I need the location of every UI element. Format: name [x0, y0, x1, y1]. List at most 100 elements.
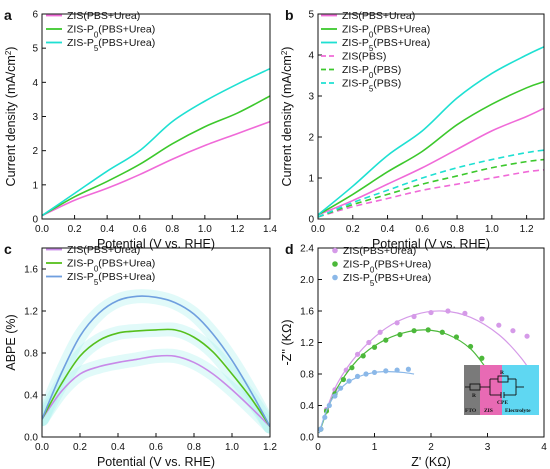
- legend-label: ZIS-P0(PBS+Urea): [343, 259, 431, 275]
- legend-label: ZIS-P5(PBS): [342, 78, 401, 94]
- data-point: [354, 351, 361, 357]
- legend-marker: [332, 274, 338, 281]
- data-point: [397, 332, 403, 338]
- x-tick-label: 0.2: [346, 224, 360, 235]
- plot-frame: [317, 13, 545, 220]
- legend-marker: [332, 247, 338, 254]
- data-point: [496, 322, 502, 328]
- data-point: [524, 333, 530, 339]
- data-point: [462, 310, 468, 316]
- x-tick-label: 0.8: [187, 442, 201, 453]
- x-tick-label: 0: [315, 442, 321, 453]
- series-line-5: [318, 158, 544, 218]
- y-tick-label: 0.4: [300, 401, 314, 412]
- data-point: [371, 344, 378, 350]
- data-point: [322, 414, 328, 420]
- data-point: [383, 337, 389, 343]
- y-tick-label: 2: [308, 133, 314, 144]
- legend-label: ZIS-P5(PBS+Urea): [67, 271, 155, 287]
- data-point: [383, 368, 389, 374]
- y-tick-label: 2.0: [300, 275, 314, 286]
- y-tick-label: 6: [32, 10, 38, 21]
- panel-label-c: c: [4, 241, 12, 257]
- series-line-3: [318, 46, 544, 216]
- x-tick-label: 0.6: [133, 224, 147, 235]
- circuit-inset: R R CPE FTO ZIS Electrolyte: [464, 365, 539, 415]
- series-line-3: [42, 295, 270, 427]
- x-tick-label: 0.8: [165, 224, 179, 235]
- legend-label: ZIS(PBS): [342, 51, 386, 63]
- x-tick-label: 3: [485, 442, 491, 453]
- x-axis-label: Potential (V vs. RHE): [97, 455, 215, 469]
- legend-b: ZIS(PBS+Urea) ZIS-P0(PBS+Urea)ZIS-P5(PBS+…: [321, 10, 430, 93]
- x-tick-label: 1: [372, 442, 378, 453]
- y-tick-label: 1.2: [300, 338, 314, 349]
- legend-d: ZIS(PBS+Urea) ZIS-P0(PBS+Urea)ZIS-P5(PBS+…: [332, 245, 431, 288]
- series-line-1: [318, 107, 544, 216]
- y-tick-label: 0: [32, 215, 38, 226]
- x-tick-label: 1.0: [485, 224, 499, 235]
- x-tick-label: 0.8: [450, 224, 464, 235]
- y-tick-label: 1: [32, 180, 38, 191]
- series-line-1: [42, 354, 270, 428]
- data-point: [349, 365, 355, 371]
- label-rct: R: [500, 370, 505, 376]
- series-line-6: [318, 149, 544, 218]
- x-tick-label: 1.2: [520, 224, 534, 235]
- legend-label: ZIS(PBS+Urea): [342, 10, 415, 22]
- panel-d: d 0 1 2 3 4 0.0 0.4 0.8 1.2 1.6 2.0 2.4 Z' (KΩ) -Z'' (…: [280, 241, 547, 469]
- legend-label: ZIS-P5(PBS+Urea): [343, 272, 431, 288]
- legend-label: ZIS(PBS+Urea): [343, 245, 416, 257]
- y-axis-label: ABPE (%): [4, 314, 18, 370]
- data-point: [467, 343, 474, 350]
- legend-label: ZIS(PBS+Urea): [67, 244, 140, 256]
- data-point: [332, 393, 338, 399]
- data-point: [360, 353, 366, 359]
- data-point: [405, 366, 411, 372]
- x-tick-label: 4: [541, 442, 547, 453]
- x-tick-label: 0.2: [68, 224, 82, 235]
- legend-label: ZIS(PBS+Urea): [67, 10, 140, 22]
- data-point: [346, 378, 352, 384]
- plot-area-c: [42, 289, 270, 434]
- y-tick-label: 0.4: [24, 391, 38, 402]
- y-tick-label: 1.6: [300, 307, 314, 318]
- x-axis-label: Z' (KΩ): [411, 455, 451, 469]
- y-tick-label: 2.4: [300, 244, 314, 255]
- y-tick-label: 0.0: [300, 433, 314, 444]
- data-point: [428, 309, 434, 316]
- x-tick-label: 0.0: [35, 442, 49, 453]
- label-rs: R: [472, 393, 477, 399]
- y-tick-label: 3: [308, 92, 314, 103]
- x-tick-label: 0.0: [35, 224, 49, 235]
- y-tick-label: 4: [32, 78, 38, 89]
- data-point: [453, 334, 460, 340]
- y-tick-label: 5: [308, 10, 314, 21]
- plot-area-a: [42, 67, 270, 217]
- data-point: [510, 328, 516, 334]
- data-point: [318, 426, 324, 432]
- data-point: [340, 376, 347, 383]
- legend-label: ZIS-P0(PBS): [342, 64, 401, 80]
- legend-label: ZIS-P0(PBS+Urea): [342, 24, 430, 40]
- data-point: [479, 316, 485, 322]
- y-tick-label: 5: [32, 44, 38, 55]
- legend-label: ZIS-P0(PBS+Urea): [67, 258, 155, 274]
- x-tick-label: 0.4: [381, 224, 395, 235]
- x-tick-label: 0.6: [149, 442, 163, 453]
- series-line-3: [42, 67, 270, 217]
- electrolyte-layer: [502, 365, 539, 415]
- zis-layer: [480, 365, 502, 415]
- y-tick-label: 0.8: [24, 349, 38, 360]
- data-point: [394, 367, 400, 373]
- label-electrolyte: Electrolyte: [505, 408, 531, 414]
- legend-label: ZIS-P5(PBS+Urea): [342, 37, 430, 53]
- data-point: [371, 369, 378, 376]
- panel-c: c 0.0 0.2 0.4 0.6 0.8 1.0 1.2 0.0 0.4 0.8 1.2 1.6 Pot…: [4, 241, 277, 469]
- legend-label: ZIS-P5(PBS+Urea): [67, 37, 155, 53]
- data-point: [411, 328, 417, 334]
- legend-c: ZIS(PBS+Urea) ZIS-P0(PBS+Urea)ZIS-P5(PBS+…: [46, 244, 155, 287]
- panel-label-d: d: [285, 241, 294, 257]
- data-point: [394, 320, 400, 326]
